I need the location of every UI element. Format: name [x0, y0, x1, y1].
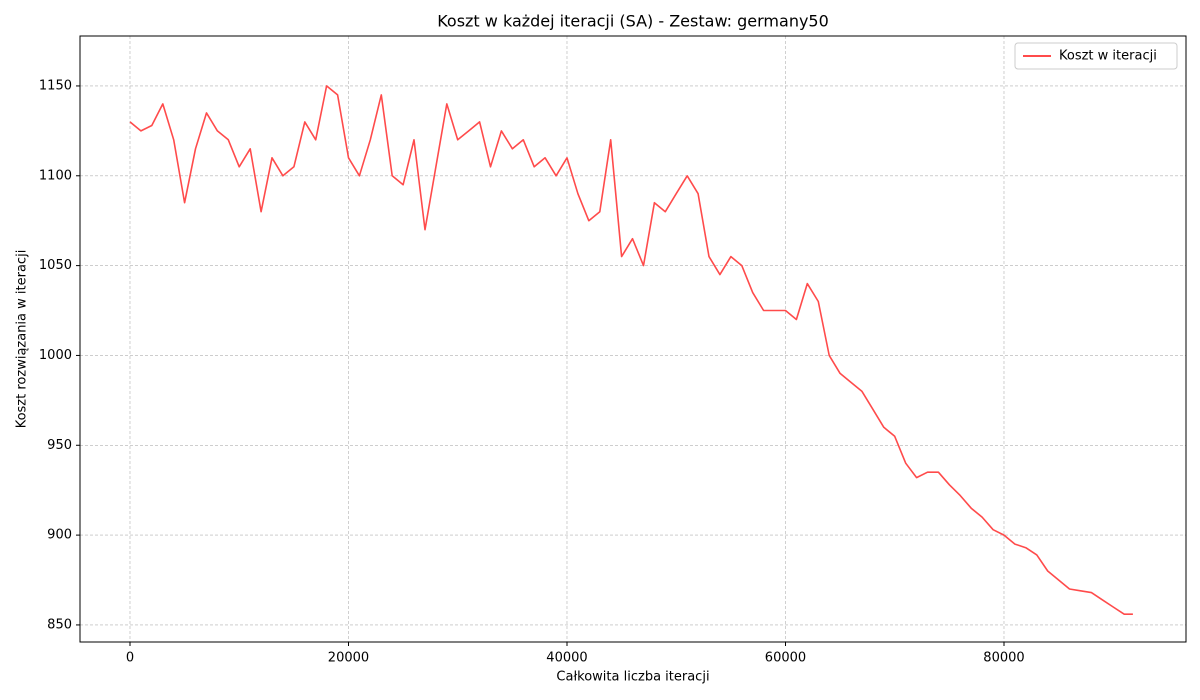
chart-title: Koszt w każdej iteracji (SA) - Zestaw: g…	[437, 12, 829, 31]
y-tick-label: 1050	[39, 258, 72, 273]
x-axis-label: Całkowita liczba iteracji	[556, 670, 709, 685]
plot-frame	[79, 35, 1187, 643]
y-axis-label: Koszt rozwiązania w iteracji	[15, 250, 30, 429]
data-line	[129, 85, 1133, 615]
y-tick-label: 900	[47, 528, 72, 543]
x-tick-label: 20000	[328, 651, 369, 666]
legend-label: Koszt w iteracji	[1059, 49, 1157, 64]
y-tick-label: 1000	[39, 348, 72, 363]
legend-box	[1014, 42, 1178, 70]
y-tick-label: 950	[47, 438, 72, 453]
y-tick-label: 850	[47, 617, 72, 632]
x-tick-label: 80000	[983, 651, 1024, 666]
y-tick-label: 1100	[39, 168, 72, 183]
x-tick-label: 60000	[765, 651, 806, 666]
x-tick-label: 40000	[546, 651, 587, 666]
x-tick-label: 0	[126, 651, 134, 666]
y-tick-label: 1150	[39, 78, 72, 93]
